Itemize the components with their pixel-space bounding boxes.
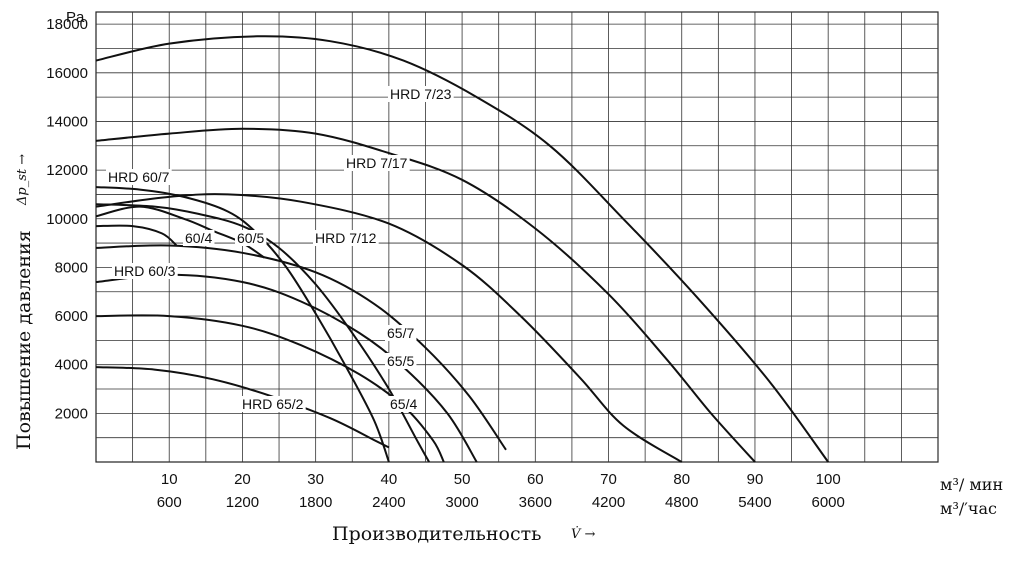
curve-label-background — [388, 86, 454, 102]
curve-labels: HRD 7/23 HRD 7/17 HRD 7/12 HRD 60/7 60/5 60/4… — [106, 86, 454, 412]
x-tick-label-primary: 60 — [527, 471, 544, 488]
curve-label: HRD 7/23 — [390, 86, 452, 102]
curve-label-background — [183, 230, 215, 246]
x-tick-label-secondary: 1200 — [226, 494, 259, 511]
y-tick-label: 12000 — [46, 162, 88, 179]
curve-label-background — [385, 325, 417, 341]
curve-label-background — [235, 230, 267, 246]
y-tick-label: 4000 — [55, 357, 88, 374]
x-tick-label-primary: 70 — [600, 471, 617, 488]
curve-65-4 — [95, 314, 445, 463]
curve-label-background — [240, 396, 306, 412]
curve-hrd-7-12 — [95, 193, 683, 463]
x-unit-primary: м³/ мин — [940, 475, 1003, 494]
y-tick-label: 16000 — [46, 65, 88, 82]
curve-label: 65/7 — [387, 325, 414, 341]
x-tick-label-primary: 20 — [234, 471, 251, 488]
curve-label: HRD 7/17 — [346, 155, 408, 171]
x-tick-label-primary: 10 — [161, 471, 178, 488]
curve-hrd-60-7 — [95, 186, 390, 463]
curve-label-background — [313, 230, 379, 246]
x-tick-label-primary: 80 — [673, 471, 690, 488]
y-tick-label: 18000 — [46, 16, 88, 33]
x-tick-label-secondary: 4200 — [592, 494, 625, 511]
curve-label: HRD 60/7 — [108, 169, 170, 185]
curve-label: 60/5 — [237, 230, 264, 246]
curve-label-background — [112, 263, 178, 279]
curve-hrd-60-3 — [95, 224, 178, 247]
x-tick-label-secondary: 3600 — [519, 494, 552, 511]
x-axis-symbol: V̇ → — [571, 526, 596, 542]
x-tick-label-primary: 40 — [381, 471, 398, 488]
y-tick-label: 6000 — [55, 308, 88, 325]
curve-label: 65/4 — [390, 396, 417, 412]
x-axis-label: Производительность — [332, 523, 541, 545]
curve-hrd-7-17 — [95, 127, 756, 463]
x-tick-label-secondary: 600 — [157, 494, 182, 511]
y-axis-symbol: Δp_st → — [15, 154, 30, 206]
curve-label: HRD 60/3 — [114, 263, 176, 279]
curve-label-background — [388, 396, 420, 412]
x-tick-label-secondary: 1800 — [299, 494, 332, 511]
x-tick-label-secondary: 3000 — [445, 494, 478, 511]
x-tick-label-secondary: 5400 — [738, 494, 771, 511]
curve-label-background — [106, 169, 172, 185]
x-unit-secondary: м³/′час — [940, 499, 997, 518]
curve-label: 65/5 — [387, 353, 414, 369]
curve-label-background — [344, 155, 410, 171]
x-tick-label-primary: 90 — [747, 471, 764, 488]
y-tick-label: 14000 — [46, 113, 88, 130]
y-axis-label: Повышение давления — [13, 230, 35, 450]
y-tick-label: 2000 — [55, 405, 88, 422]
x-tick-label-primary: 30 — [307, 471, 324, 488]
ticks: 2000 4000 6000 8000 10000 12000 14000 16000 1800… — [46, 16, 845, 511]
curve-label-background — [385, 353, 417, 369]
x-tick-label-primary: 50 — [454, 471, 471, 488]
curve-hrd-7-23 — [95, 35, 830, 463]
y-tick-label: 10000 — [46, 211, 88, 228]
x-tick-label-secondary: 4800 — [665, 494, 698, 511]
x-tick-label-secondary: 2400 — [372, 494, 405, 511]
y-unit-label: Pa — [66, 9, 85, 26]
curve-label: HRD 7/12 — [315, 230, 377, 246]
curve-label: 60/4 — [185, 230, 212, 246]
curve-label: HRD 65/2 — [242, 396, 304, 412]
x-tick-label-primary: 100 — [816, 471, 841, 488]
curve-65-7 — [95, 244, 507, 451]
x-tick-label-secondary: 6000 — [811, 494, 844, 511]
y-tick-label: 8000 — [55, 259, 88, 276]
